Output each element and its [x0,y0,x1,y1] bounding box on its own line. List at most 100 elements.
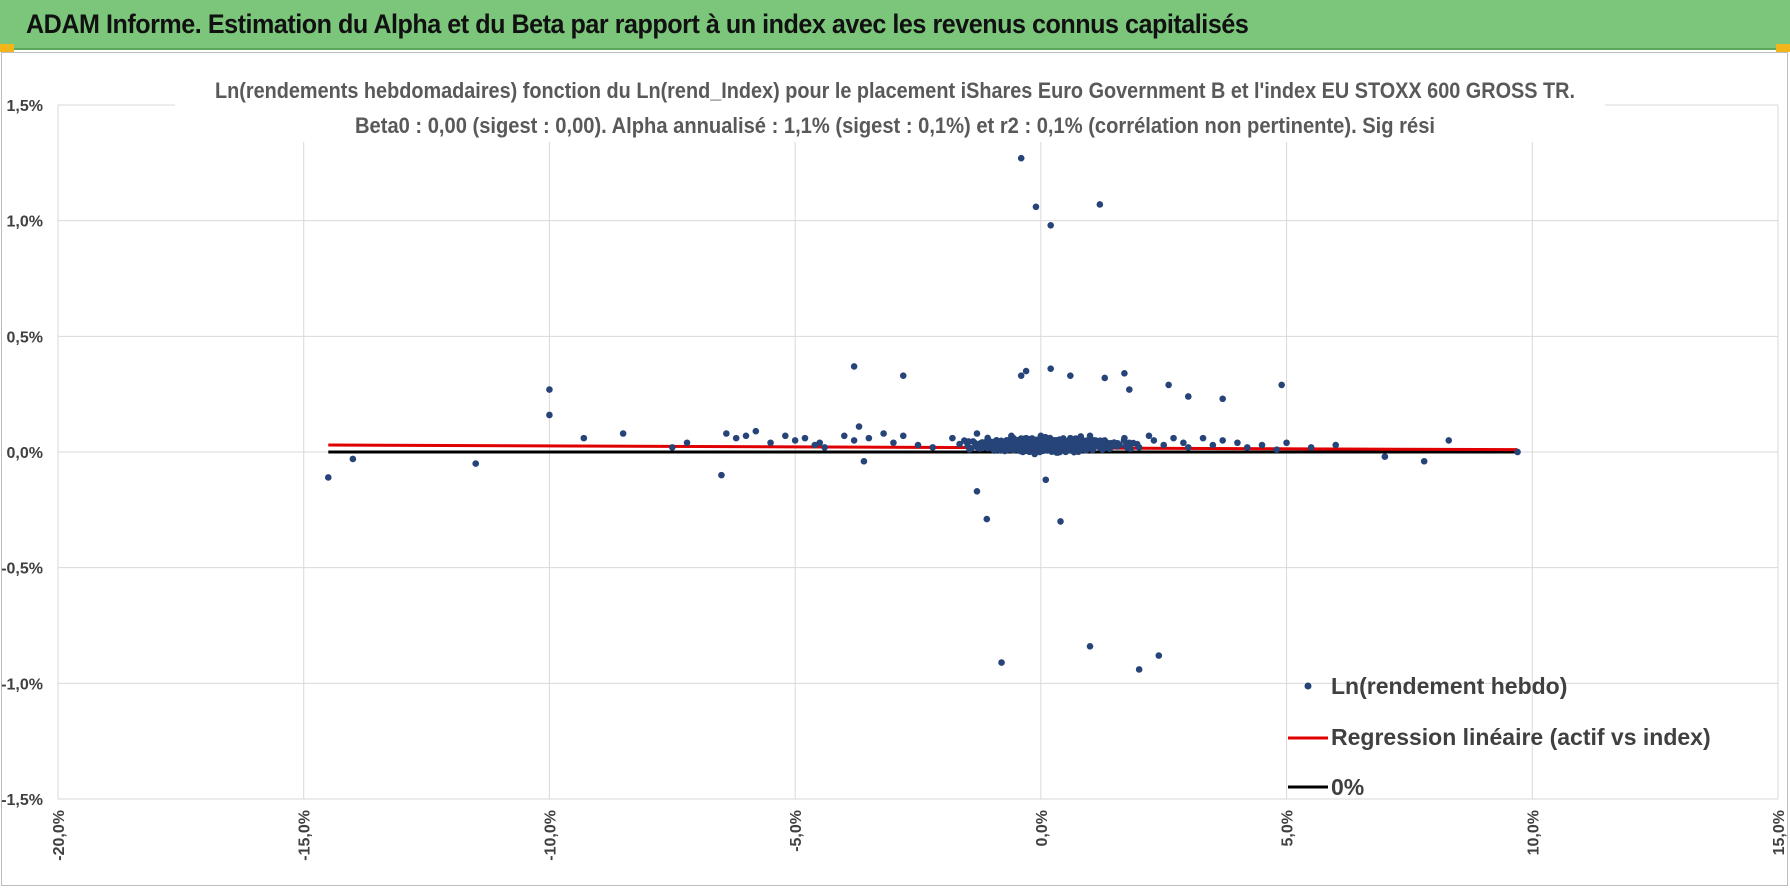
data-point [929,444,937,451]
chart-title-line-1: Ln(rendements hebdomadaires) fonction du… [215,78,1575,103]
data-point [1042,476,1050,484]
x-tick-label: 5,0% [1280,810,1297,846]
data-point [1381,453,1389,460]
data-point [973,430,981,437]
data-point [1445,437,1453,444]
data-point-cluster [1035,436,1043,444]
data-point [718,471,725,479]
axis-labels: 1,5% 1,0% 0,5% 0,0% -0,5% -1,0% -1,5% -20,0% -15… [1,98,1788,861]
chart-title-background [175,70,1605,142]
data-point [791,437,799,444]
data-point [1047,365,1054,373]
data-point [1022,367,1030,375]
data-point [816,439,824,447]
data-point-cluster [997,439,1004,447]
legend-label-regression: Regression linéaire (actif vs index) [1331,724,1711,750]
data-point [1332,441,1340,449]
data-point-cluster [956,440,963,448]
data-point [619,430,627,437]
x-tick-label: 10,0% [1525,810,1542,855]
x-tick-label: -10,0% [542,810,559,861]
data-point [1258,441,1266,449]
data-point [349,455,357,463]
data-point [890,439,897,447]
data-point-cluster [1076,441,1083,448]
y-tick-label: -1,0% [1,676,43,693]
data-point [1017,154,1025,162]
data-point [1101,374,1109,382]
legend: Ln(rendement hebdo) Regression linéaire … [1288,673,1711,800]
x-tick-label: -5,0% [788,810,805,852]
data-point [1160,441,1168,449]
data-point-cluster [1104,443,1111,451]
data-point-cluster [1089,439,1096,446]
data-point [1243,444,1251,451]
data-point [899,372,907,379]
data-point [983,515,991,523]
data-point [1307,444,1315,451]
data-point [850,437,858,444]
data-point [855,423,863,430]
data-point-cluster [1056,448,1064,456]
corner-accent-right [1776,44,1790,52]
data-point [742,432,750,440]
series-lines [328,443,1518,454]
legend-marker-points [1304,682,1312,690]
data-point-cluster [1042,433,1049,441]
data-point [1032,203,1040,211]
data-point [752,427,760,435]
data-point [899,432,907,440]
data-point [723,430,730,437]
data-point [1057,518,1064,525]
data-point [998,659,1005,666]
data-point [1219,437,1226,444]
data-point-cluster [972,443,980,451]
data-point [324,474,332,481]
data-point [1184,444,1192,451]
data-point [546,411,553,419]
data-point [683,439,691,447]
header-banner: ADAM Informe. Estimation du Alpha et du … [0,0,1790,50]
data-point-cluster [1036,445,1043,452]
data-point [1273,446,1281,453]
data-point [668,444,676,451]
data-point [580,434,588,442]
y-tick-label: 0,5% [7,329,43,346]
data-point [767,439,774,447]
data-point [811,441,819,449]
data-point-cluster [1070,444,1078,452]
data-point [880,430,887,437]
x-tick-label: 15,0% [1771,810,1788,855]
legend-label-zero: 0% [1331,774,1364,800]
data-point-cluster [1089,446,1096,454]
data-point [801,434,809,442]
data-point [1180,439,1187,447]
y-tick-label: 1,5% [7,98,43,115]
data-point [1096,201,1104,208]
data-point-cluster [1124,444,1132,452]
data-point-cluster [967,445,975,452]
data-point-cluster [1082,443,1089,451]
gridlines [57,104,1779,800]
data-point-cluster [1014,441,1022,448]
data-point-cluster [1004,437,1012,445]
data-point [1234,439,1241,447]
data-point [1126,386,1133,393]
data-point-cluster [1002,443,1009,451]
data-point [1121,370,1128,377]
data-point [1165,381,1172,389]
data-point [914,441,922,449]
data-point-cluster [1023,442,1030,449]
chart-title-line-2: Beta0 : 0,00 (sigest : 0,00). Alpha annu… [355,113,1435,138]
data-point [840,432,848,440]
data-point [949,434,956,442]
data-point [1209,441,1217,449]
data-point-cluster [1046,441,1053,449]
data-point [782,432,789,440]
page-title: ADAM Informe. Estimation du Alpha et du … [26,9,1249,39]
y-tick-label: 1,0% [7,214,43,231]
data-point [1086,643,1094,650]
y-tick-label: -0,5% [1,561,43,578]
data-point [1150,437,1158,444]
